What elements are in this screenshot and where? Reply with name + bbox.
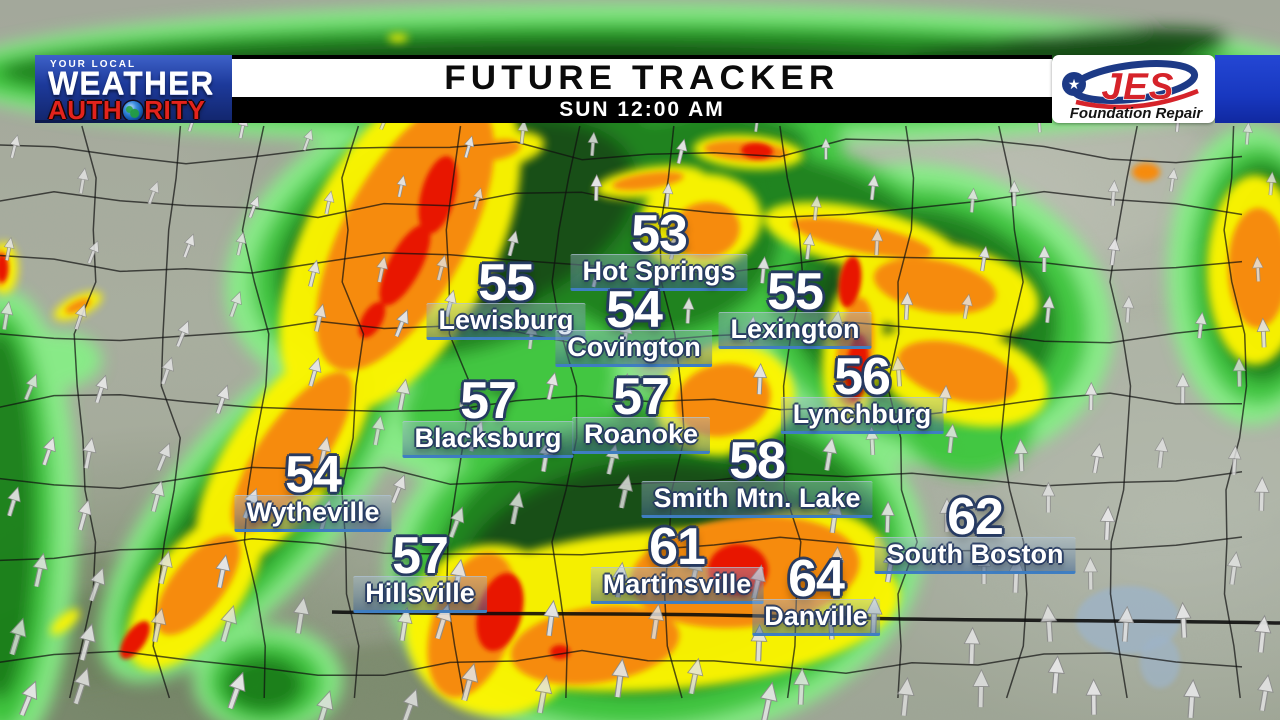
wx-logo-weather: WEATHER	[48, 65, 215, 101]
banner-filler	[1215, 55, 1280, 123]
station-temp: 57	[392, 527, 449, 585]
station-temp: 64	[788, 550, 845, 608]
station-temp: 55	[767, 263, 824, 321]
wx-authority-post: RITY	[144, 95, 206, 123]
station: 53 Hot Springs	[570, 205, 748, 291]
station-name: Roanoke	[571, 417, 711, 454]
wx-authority-pre: AUTH	[48, 95, 123, 123]
header-bar: FUTURE TRACKER SUN 12:00 AM	[232, 55, 1052, 123]
station-name: Blacksburg	[402, 421, 574, 458]
station: 54 Covington	[555, 281, 713, 367]
jes-logo: ★ JES Foundation Repair	[1052, 55, 1215, 123]
title-bar: FUTURE TRACKER	[232, 55, 1052, 97]
station: 57 Roanoke	[571, 368, 711, 454]
station-name: Wytheville	[234, 495, 392, 532]
banner: YOUR LOCAL WEATHER AUTH RITY FUTURE TRACK…	[0, 55, 1280, 123]
station-name: South Boston	[874, 537, 1076, 574]
station: 62 South Boston	[874, 488, 1076, 574]
weather-authority-logo: YOUR LOCAL WEATHER AUTH RITY	[35, 55, 232, 123]
wx-logo-tagline: YOUR LOCAL	[50, 59, 137, 70]
station-temp: 58	[729, 432, 786, 490]
wx-logo-authority: AUTH RITY	[48, 95, 232, 123]
jes-tagline: Foundation Repair	[1070, 105, 1204, 122]
station-temp: 61	[649, 518, 706, 576]
timestamp: SUN 12:00 AM	[559, 98, 725, 121]
station-temp: 62	[947, 488, 1004, 546]
station-name: Hillsville	[353, 576, 487, 613]
station-temp: 57	[613, 368, 670, 426]
station-temp: 56	[834, 348, 891, 406]
station: 57 Hillsville	[353, 527, 487, 613]
station-temp: 54	[606, 281, 663, 339]
station-name: Danville	[752, 599, 880, 636]
station-name: Lexington	[718, 312, 872, 349]
station-name: Smith Mtn. Lake	[641, 481, 873, 518]
station: 55 Lewisburg	[426, 254, 586, 340]
station-temp: 57	[460, 372, 517, 430]
station-name: Hot Springs	[570, 254, 748, 291]
globe-icon	[123, 101, 144, 120]
station-name: Covington	[555, 330, 713, 367]
page-title: FUTURE TRACKER	[444, 58, 840, 97]
station: 57 Blacksburg	[402, 372, 574, 458]
jes-swoosh-red	[1075, 88, 1199, 110]
station: 55 Lexington	[718, 263, 872, 349]
station-name: Martinsville	[590, 567, 764, 604]
station: 54 Wytheville	[234, 446, 392, 532]
timestamp-bar: SUN 12:00 AM	[232, 97, 1052, 123]
station-name: Lynchburg	[780, 397, 944, 434]
station-temp: 54	[285, 446, 342, 504]
station: 64 Danville	[752, 550, 880, 636]
station: 58 Smith Mtn. Lake	[641, 432, 873, 518]
station-temp: 55	[478, 254, 535, 312]
star-icon: ★	[1068, 76, 1081, 92]
jes-star-badge	[1062, 72, 1086, 96]
station: 56 Lynchburg	[780, 348, 944, 434]
station: 61 Martinsville	[590, 518, 764, 604]
station-temp: 53	[631, 205, 688, 263]
